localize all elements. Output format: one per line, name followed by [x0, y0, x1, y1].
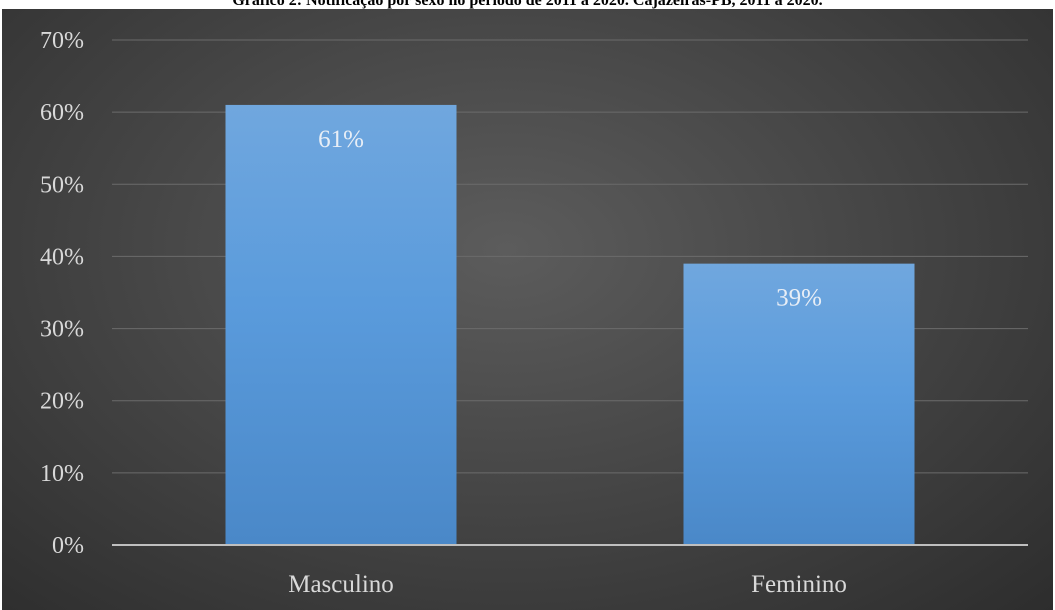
y-tick-label: 40% [40, 244, 84, 270]
bar [683, 263, 915, 545]
y-tick-label: 60% [40, 100, 84, 126]
y-tick-label: 20% [40, 389, 84, 415]
data-label: 39% [776, 285, 822, 312]
y-tick-label: 0% [52, 533, 84, 559]
bar [225, 104, 457, 545]
y-tick-label: 10% [40, 461, 84, 487]
y-tick-label: 70% [40, 28, 84, 54]
y-tick-label: 30% [40, 317, 84, 343]
x-category-label: Feminino [751, 571, 847, 598]
x-category-label: Masculino [288, 571, 394, 598]
chart-caption: Gráfico 2: Notificação por sexo no perío… [232, 0, 823, 9]
data-label: 61% [318, 126, 364, 153]
y-tick-label: 50% [40, 172, 84, 198]
